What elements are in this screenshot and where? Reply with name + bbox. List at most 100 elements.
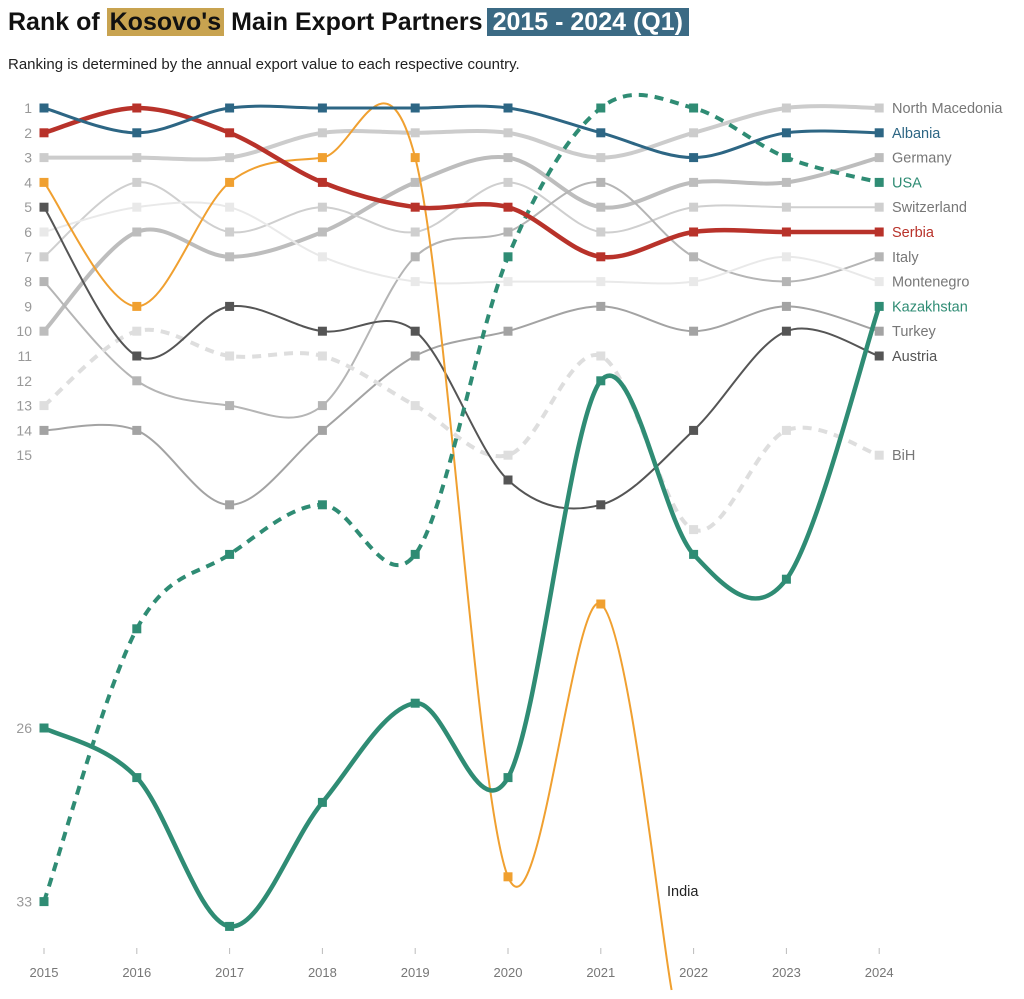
data-point (132, 773, 142, 783)
y-tick-label: 14 (16, 422, 32, 438)
data-point (410, 252, 420, 262)
data-point (317, 326, 327, 336)
data-point (596, 500, 606, 510)
data-point (689, 549, 699, 559)
data-point (781, 326, 791, 336)
data-point (874, 227, 884, 237)
y-tick-label: 7 (24, 249, 32, 265)
data-point (781, 202, 791, 212)
x-tick-label: 2018 (308, 965, 337, 980)
data-point (39, 425, 49, 435)
data-point (39, 202, 49, 212)
x-tick-label: 2017 (215, 965, 244, 980)
data-point (503, 252, 513, 262)
data-point (689, 202, 699, 212)
y-tick-label: 13 (16, 398, 32, 414)
series-india: India (39, 102, 699, 991)
data-point (689, 227, 699, 237)
data-point (874, 202, 884, 212)
data-point (410, 202, 420, 212)
data-point (132, 376, 142, 386)
data-point (781, 574, 791, 584)
data-point (596, 376, 606, 386)
series-north-macedonia: North Macedonia (39, 101, 1003, 163)
data-point (317, 153, 327, 163)
y-tick-label: 1 (24, 100, 32, 116)
series-kazakhstan: Kazakhstan (39, 299, 968, 931)
data-point (781, 252, 791, 262)
data-point (596, 227, 606, 237)
data-point (132, 425, 142, 435)
series-line (42, 327, 880, 533)
data-point (225, 921, 235, 931)
x-tick-label: 2024 (865, 965, 894, 980)
data-point (781, 177, 791, 187)
series-label: USA (892, 175, 922, 191)
series-label: Kazakhstan (892, 299, 968, 315)
data-point (410, 103, 420, 113)
data-point (132, 128, 142, 138)
data-point (39, 326, 49, 336)
series-line (42, 154, 880, 333)
title-prefix: Rank of (8, 8, 107, 36)
data-point (781, 153, 791, 163)
data-point (596, 301, 606, 311)
data-point (39, 153, 49, 163)
series-germany: Germany (39, 151, 952, 336)
data-point (225, 103, 235, 113)
series-albania: Albania (39, 103, 941, 163)
x-tick-label: 2016 (122, 965, 151, 980)
data-point (410, 351, 420, 361)
series-austria: Austria (39, 202, 938, 510)
data-point (874, 301, 884, 311)
series-label: Italy (892, 250, 919, 266)
data-point (781, 227, 791, 237)
series-line (43, 305, 880, 506)
series-bih: BiH (39, 326, 915, 535)
series-line (43, 181, 880, 258)
x-tick-label: 2020 (494, 965, 523, 980)
data-point (317, 500, 327, 510)
series-turkey: Turkey (39, 301, 937, 510)
series-label: India (667, 884, 699, 900)
data-point (317, 425, 327, 435)
data-point (225, 128, 235, 138)
data-point (410, 227, 420, 237)
data-point (596, 153, 606, 163)
data-point (410, 177, 420, 187)
data-point (39, 277, 49, 287)
data-point (689, 153, 699, 163)
y-tick-label: 9 (24, 298, 32, 314)
data-point (225, 177, 235, 187)
series-line (43, 104, 880, 160)
data-point (39, 897, 49, 907)
data-point (689, 525, 699, 535)
data-point (317, 797, 327, 807)
series-label: BiH (892, 448, 915, 464)
data-point (225, 252, 235, 262)
data-point (503, 475, 513, 485)
data-point (132, 351, 142, 361)
data-point (317, 252, 327, 262)
data-point (503, 773, 513, 783)
data-point (503, 450, 513, 460)
data-point (317, 128, 327, 138)
series-line (42, 92, 880, 903)
data-point (410, 326, 420, 336)
data-point (596, 252, 606, 262)
data-point (689, 277, 699, 287)
data-point (39, 227, 49, 237)
y-tick-label: 6 (24, 224, 32, 240)
data-point (596, 177, 606, 187)
data-point (874, 351, 884, 361)
y-tick-label: 15 (16, 447, 32, 463)
title-period-badge: 2015 - 2024 (Q1) (486, 8, 689, 36)
series-label: North Macedonia (892, 101, 1003, 117)
series-switzerland: Switzerland (39, 177, 967, 262)
series-montenegro: Montenegro (39, 201, 969, 291)
data-point (225, 202, 235, 212)
data-point (781, 425, 791, 435)
data-point (503, 872, 513, 882)
data-point (596, 599, 606, 609)
x-tick-label: 2015 (30, 965, 59, 980)
